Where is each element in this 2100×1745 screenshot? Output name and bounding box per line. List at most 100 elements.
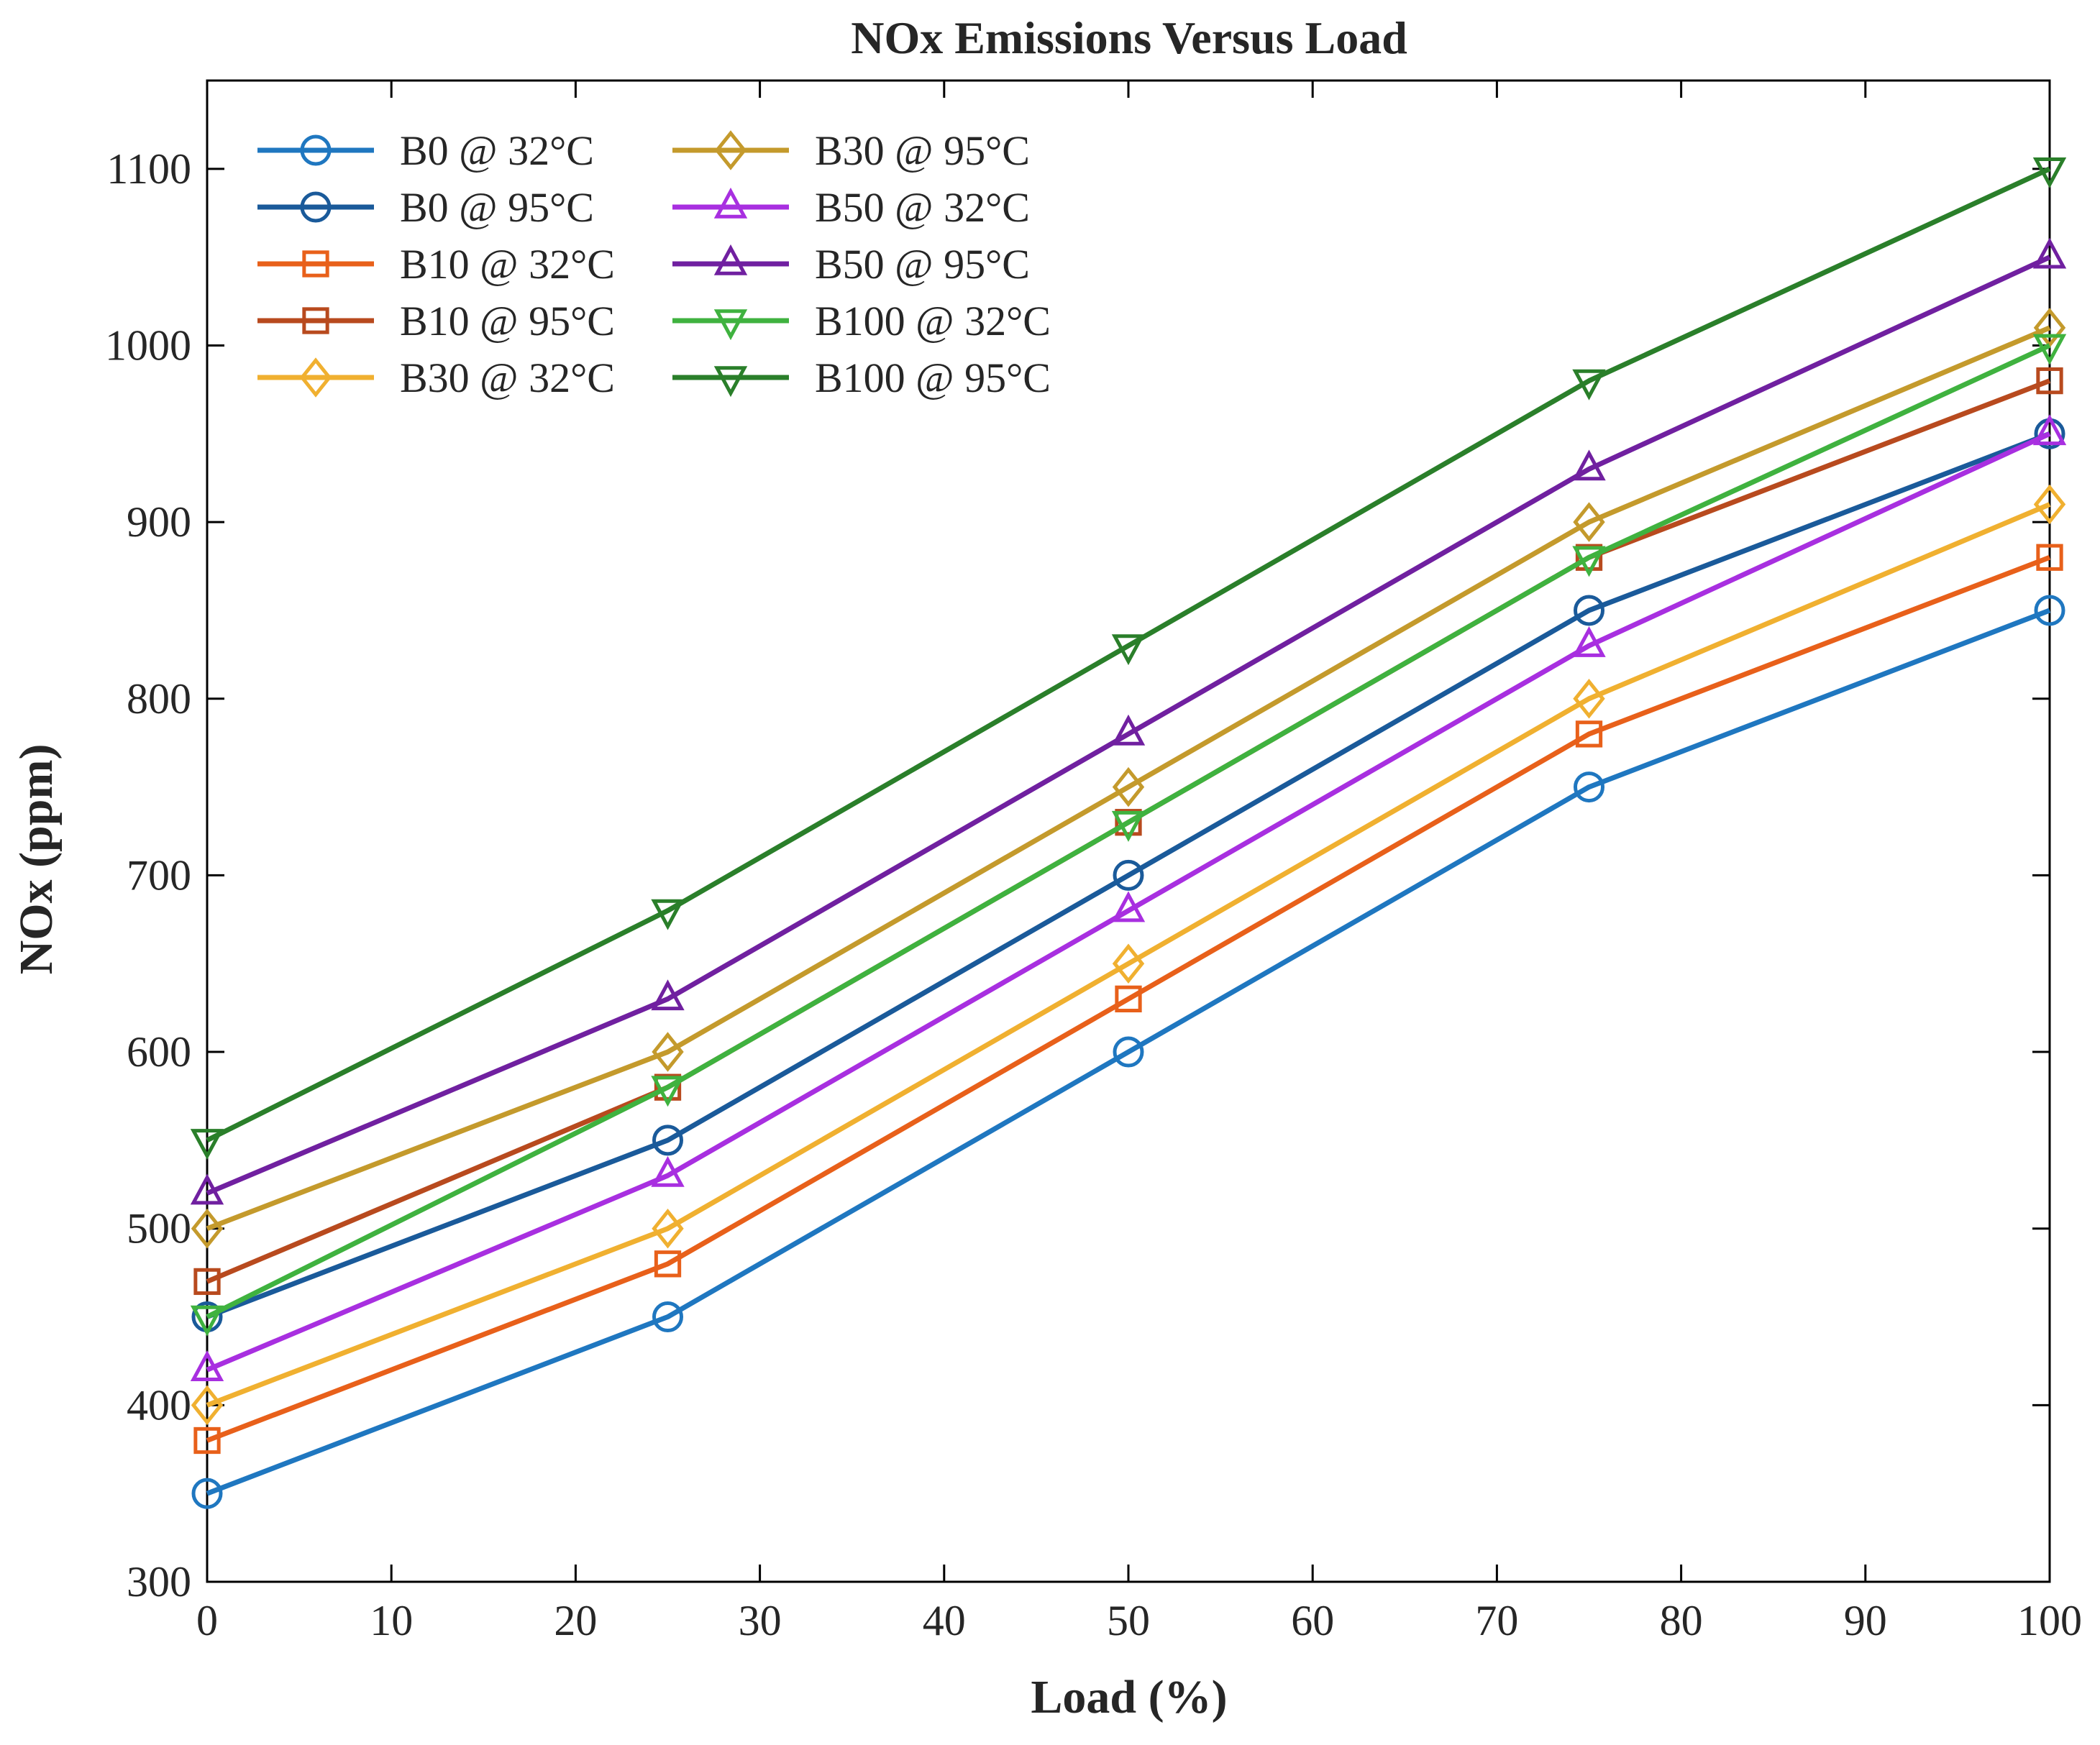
y-axis-label: NOx (ppm) bbox=[10, 744, 63, 975]
data-point bbox=[651, 1155, 685, 1187]
data-point bbox=[2033, 484, 2066, 525]
series-line bbox=[206, 554, 2051, 1443]
legend-entry-label: B30 @ 32°C bbox=[400, 354, 615, 401]
data-point bbox=[1572, 626, 1606, 657]
data-point bbox=[1115, 809, 1142, 836]
data-point bbox=[191, 1208, 224, 1249]
data-point bbox=[193, 1268, 221, 1296]
legend-entry-label: B0 @ 95°C bbox=[400, 184, 594, 231]
series-line bbox=[206, 166, 2051, 1143]
legend-marker bbox=[302, 307, 329, 334]
y-tick-label: 300 bbox=[127, 1558, 191, 1606]
x-tick-label: 70 bbox=[1475, 1597, 1518, 1644]
data-point bbox=[190, 1129, 224, 1160]
data-point bbox=[2032, 334, 2067, 365]
data-point bbox=[654, 1250, 682, 1278]
legend-marker bbox=[300, 191, 332, 223]
data-point bbox=[652, 1208, 684, 1249]
y-tick-label: 700 bbox=[127, 851, 191, 899]
legend-entry-label: B50 @ 95°C bbox=[815, 241, 1030, 288]
legend-marker bbox=[713, 187, 748, 219]
data-point bbox=[1573, 679, 1605, 719]
x-tick-label: 40 bbox=[923, 1597, 966, 1644]
y-tick-label: 800 bbox=[127, 675, 191, 723]
x-axis-label: Load (%) bbox=[1031, 1671, 1227, 1723]
data-point bbox=[652, 1301, 683, 1333]
data-point bbox=[1574, 771, 1604, 803]
data-point bbox=[191, 1478, 223, 1509]
data-point bbox=[1572, 546, 1606, 577]
data-point bbox=[193, 1426, 221, 1455]
series-line bbox=[206, 431, 2051, 1373]
data-point bbox=[190, 1305, 224, 1337]
data-point bbox=[2036, 544, 2063, 571]
data-point bbox=[2032, 237, 2067, 269]
legend-entry-label: B0 @ 32°C bbox=[400, 127, 594, 174]
data-point bbox=[1575, 544, 1603, 571]
legend-entry-label: B100 @ 95°C bbox=[815, 354, 1051, 401]
legend: B0 @ 32°C B0 @ 95°C B10 @ 32°C B10 @ 95°C B3… bbox=[257, 127, 1051, 401]
data-point bbox=[1111, 634, 1146, 666]
data-point bbox=[190, 1350, 224, 1382]
data-point bbox=[1112, 766, 1145, 807]
data-point bbox=[2032, 157, 2067, 188]
y-tick-label: 500 bbox=[127, 1205, 191, 1252]
x-tick-label: 20 bbox=[554, 1597, 597, 1644]
legend-entry-label: B100 @ 32°C bbox=[815, 298, 1051, 344]
legend-entry-label: B50 @ 32°C bbox=[815, 184, 1030, 231]
data-point bbox=[190, 1173, 224, 1205]
data-point bbox=[1113, 1036, 1144, 1068]
data-point bbox=[1574, 595, 1604, 626]
series-line bbox=[206, 431, 2051, 1319]
legend-marker bbox=[714, 130, 747, 170]
data-point bbox=[1573, 502, 1605, 542]
data-point bbox=[2032, 414, 2067, 446]
y-tick-label: 1000 bbox=[105, 321, 191, 369]
data-point bbox=[1572, 369, 1606, 400]
x-tick-label: 30 bbox=[739, 1597, 782, 1644]
legend-marker bbox=[300, 134, 332, 166]
legend-marker bbox=[299, 357, 332, 398]
series-line bbox=[206, 608, 2051, 1496]
data-point bbox=[1111, 810, 1146, 842]
data-point bbox=[191, 1385, 224, 1426]
x-tick-label: 0 bbox=[196, 1597, 218, 1644]
x-tick-label: 100 bbox=[2017, 1597, 2082, 1644]
data-point bbox=[651, 979, 685, 1011]
data-point bbox=[1575, 720, 1603, 748]
series-line bbox=[206, 502, 2051, 1408]
y-tick-label: 1100 bbox=[106, 145, 191, 193]
chart-title: NOx Emissions Versus Load bbox=[851, 12, 1407, 63]
data-point bbox=[1572, 449, 1606, 481]
series-line bbox=[206, 343, 2051, 1319]
legend-entry-label: B30 @ 95°C bbox=[815, 127, 1030, 174]
x-tick-label: 10 bbox=[370, 1597, 413, 1644]
data-point bbox=[1113, 859, 1144, 891]
plot-area: 0 10 20 30 40 50 60 70 80 90 100 300 400 500 600 700 800… bbox=[105, 79, 2082, 1644]
x-tick-label: 80 bbox=[1660, 1597, 1703, 1644]
y-tick-label: 900 bbox=[127, 498, 191, 546]
x-tick-label: 50 bbox=[1107, 1597, 1150, 1644]
legend-entry-label: B10 @ 95°C bbox=[400, 298, 615, 344]
legend-marker bbox=[302, 250, 329, 278]
data-point bbox=[2033, 308, 2066, 348]
legend-entry-label: B10 @ 32°C bbox=[400, 241, 615, 288]
data-point bbox=[654, 1073, 682, 1101]
series-line bbox=[206, 325, 2051, 1231]
y-tick-label: 400 bbox=[127, 1381, 191, 1429]
data-point bbox=[651, 1076, 685, 1107]
data-point bbox=[652, 1032, 684, 1072]
legend-marker bbox=[713, 244, 748, 275]
series-line bbox=[206, 378, 2051, 1284]
data-point bbox=[2034, 595, 2065, 626]
data-point bbox=[1111, 714, 1146, 746]
series-line bbox=[206, 255, 2051, 1196]
data-point bbox=[651, 899, 685, 930]
legend-marker bbox=[713, 366, 748, 398]
data-point bbox=[2036, 367, 2063, 395]
y-tick-label: 600 bbox=[127, 1028, 191, 1076]
data-point bbox=[652, 1125, 683, 1156]
data-point bbox=[1115, 985, 1142, 1013]
x-tick-label: 90 bbox=[1844, 1597, 1887, 1644]
